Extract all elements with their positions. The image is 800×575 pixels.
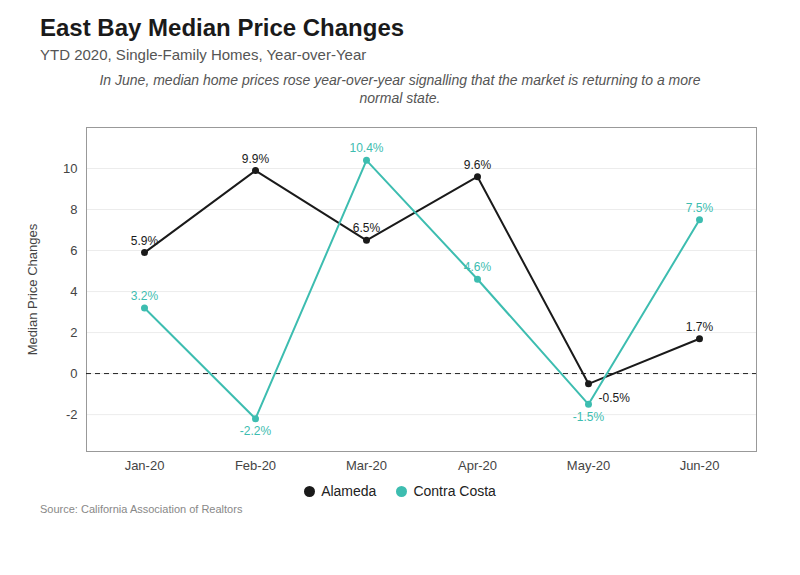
svg-text:10.4%: 10.4%	[349, 142, 383, 156]
svg-text:May-20: May-20	[567, 458, 610, 473]
svg-text:Jun-20: Jun-20	[680, 458, 720, 473]
svg-text:9.6%: 9.6%	[464, 158, 492, 172]
svg-text:Apr-20: Apr-20	[458, 458, 497, 473]
svg-text:0: 0	[70, 366, 77, 381]
svg-text:Median Price Changes: Median Price Changes	[25, 224, 40, 356]
html-text:Contra Costa: Contra Costa	[413, 483, 496, 500]
svg-text:3.2%: 3.2%	[131, 289, 159, 303]
html-text:YTD 2020, Single-Family Homes,: YTD 2020, Single-Family Homes, Year-over…	[40, 46, 367, 63]
svg-text:10: 10	[63, 161, 77, 176]
svg-text:4: 4	[70, 284, 77, 299]
svg-text:5.9%: 5.9%	[131, 234, 159, 248]
html-text:Alameda: Alameda	[321, 483, 377, 500]
svg-text:9.9%: 9.9%	[242, 152, 270, 166]
html-text:East Bay Median Price Changes: East Bay Median Price Changes	[40, 14, 405, 41]
svg-text:7.5%: 7.5%	[686, 201, 714, 215]
svg-text:Feb-20: Feb-20	[235, 458, 276, 473]
html-text:Source: California Association: Source: California Association of Realto…	[40, 503, 243, 516]
svg-text:6.5%: 6.5%	[353, 222, 381, 236]
html-text:In June, median home prices ro: In June, median home prices rose year-ov…	[99, 72, 701, 107]
svg-text:-1.5%: -1.5%	[573, 410, 605, 424]
svg-text:Jan-20: Jan-20	[125, 458, 165, 473]
svg-text:-2: -2	[66, 407, 78, 422]
svg-text:-2.2%: -2.2%	[240, 425, 272, 439]
svg-text:6: 6	[70, 243, 77, 258]
svg-text:-0.5%: -0.5%	[599, 392, 631, 406]
svg-text:Mar-20: Mar-20	[346, 458, 387, 473]
svg-text:1.7%: 1.7%	[686, 320, 714, 334]
svg-text:4.6%: 4.6%	[464, 261, 492, 275]
svg-text:8: 8	[70, 202, 77, 217]
svg-text:2: 2	[70, 325, 77, 340]
